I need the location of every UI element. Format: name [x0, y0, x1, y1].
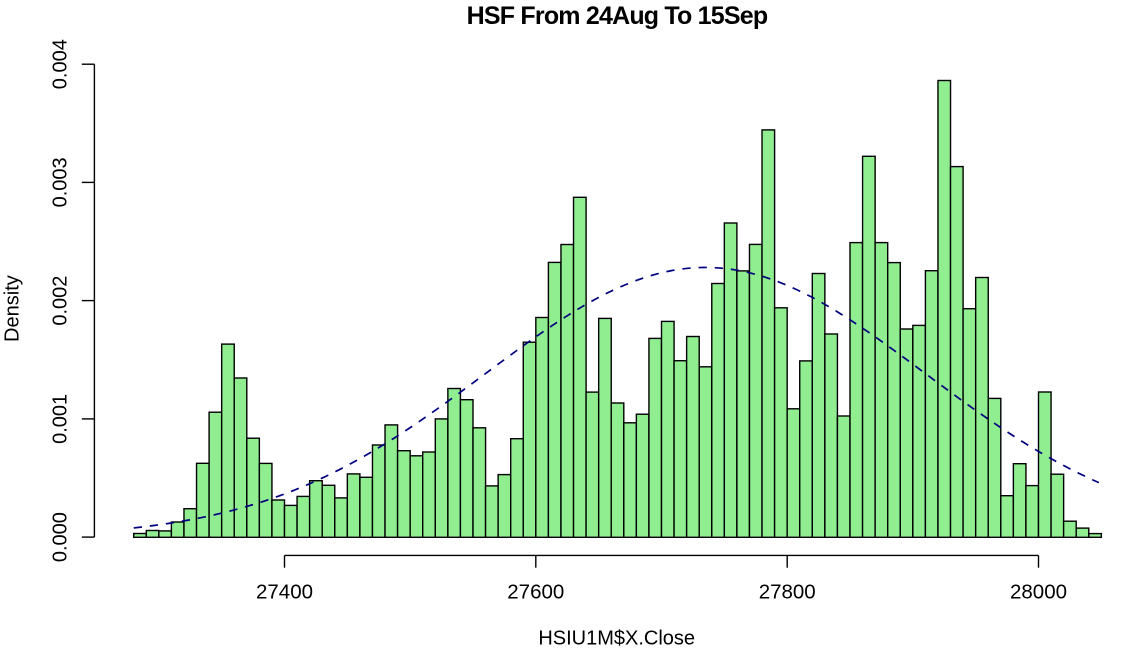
svg-text:Density: Density: [2, 275, 24, 342]
svg-text:HSIU1M$X.Close: HSIU1M$X.Close: [538, 628, 695, 650]
svg-text:0.003: 0.003: [50, 157, 72, 207]
svg-text:HSF From 24Aug To 15Sep: HSF From 24Aug To 15Sep: [467, 2, 768, 30]
svg-text:0.004: 0.004: [50, 39, 72, 89]
svg-text:27400: 27400: [256, 580, 313, 603]
svg-text:0.001: 0.001: [50, 394, 72, 444]
svg-text:28000: 28000: [1010, 580, 1067, 603]
svg-text:0.002: 0.002: [50, 276, 72, 326]
svg-text:27800: 27800: [759, 580, 816, 603]
svg-text:27600: 27600: [507, 580, 564, 603]
svg-text:0.000: 0.000: [50, 512, 72, 562]
